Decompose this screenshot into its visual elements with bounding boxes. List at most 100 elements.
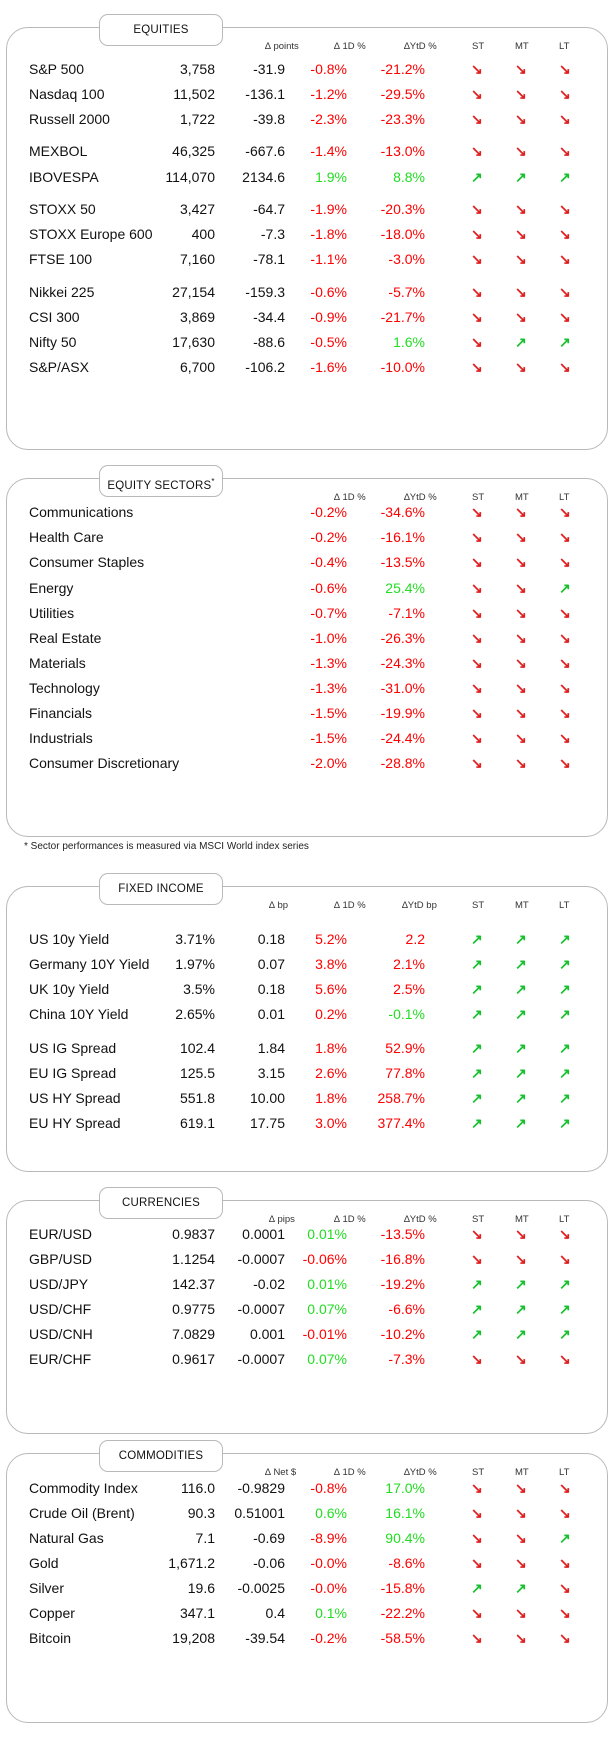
table-row: Communications -0.2% -34.6% ↘ ↘ ↘ — [7, 499, 607, 525]
row-ytd-change: -10.2% — [380, 1326, 425, 1342]
row-level: 2.65% — [175, 1006, 215, 1022]
table-row: Crude Oil (Brent) 90.3 0.51001 0.6% 16.1% ↘ ↘ ↘ — [7, 1500, 607, 1526]
arrow-down-right-icon: ↘ — [515, 251, 527, 267]
arrow-down-right-icon: ↘ — [471, 630, 483, 646]
row-change: 10.00 — [249, 1090, 285, 1106]
row-1d-change: 5.6% — [315, 981, 347, 997]
col-header-1d: ∆ 1D % — [334, 1214, 366, 1225]
arrow-down-right-icon: ↘ — [559, 705, 571, 721]
row-ytd-change: 2.5% — [393, 981, 425, 997]
row-1d-change: 0.07% — [307, 1351, 347, 1367]
row-ytd-change: 1.6% — [393, 334, 425, 350]
arrow-down-right-icon: ↘ — [471, 251, 483, 267]
arrow-up-right-icon: ↗ — [515, 169, 527, 185]
arrow-up-right-icon: ↗ — [559, 1115, 571, 1131]
arrow-up-right-icon: ↗ — [471, 169, 483, 185]
panel-title: EQUITIES — [99, 14, 223, 46]
arrow-up-right-icon: ↗ — [471, 1065, 483, 1081]
row-1d-change: -0.9% — [310, 309, 347, 325]
row-name: Germany 10Y Yield — [29, 956, 150, 972]
arrow-down-right-icon: ↘ — [515, 730, 527, 746]
row-1d-change: -1.4% — [310, 143, 347, 159]
row-1d-change: -8.9% — [310, 1530, 347, 1546]
table-row: US 10y Yield 3.71% 0.18 5.2% 2.2 ↗ ↗ ↗ — [7, 926, 607, 952]
row-change: -7.3 — [260, 226, 285, 242]
arrow-up-right-icon: ↗ — [515, 1090, 527, 1106]
row-ytd-change: -8.6% — [388, 1555, 425, 1571]
row-name: China 10Y Yield — [29, 1006, 129, 1022]
row-ytd-change: -16.8% — [380, 1251, 425, 1267]
row-ytd-change: 52.9% — [385, 1040, 425, 1056]
arrow-down-right-icon: ↘ — [515, 226, 527, 242]
row-level: 1.97% — [175, 956, 215, 972]
arrow-up-right-icon: ↗ — [515, 1276, 527, 1292]
table-row: Gold 1,671.2 -0.06 -0.0% -8.6% ↘ ↘ ↘ — [7, 1550, 607, 1576]
arrow-down-right-icon: ↘ — [559, 630, 571, 646]
table-row: Nifty 50 17,630 -88.6 -0.5% 1.6% ↘ ↗ ↗ — [7, 329, 607, 355]
arrow-down-right-icon: ↘ — [471, 284, 483, 300]
arrow-down-right-icon: ↘ — [559, 1555, 571, 1571]
row-change: -136.1 — [245, 86, 285, 102]
row-level: 7.1 — [195, 1530, 215, 1546]
arrow-down-right-icon: ↘ — [559, 1605, 571, 1621]
arrow-up-right-icon: ↗ — [559, 1301, 571, 1317]
arrow-up-right-icon: ↗ — [515, 1040, 527, 1056]
table-row: Technology -1.3% -31.0% ↘ ↘ ↘ — [7, 675, 607, 701]
table-row: MEXBOL 46,325 -667.6 -1.4% -13.0% ↘ ↘ ↘ — [7, 138, 607, 164]
row-1d-change: -1.5% — [310, 705, 347, 721]
arrow-down-right-icon: ↘ — [515, 284, 527, 300]
arrow-down-right-icon: ↘ — [515, 755, 527, 771]
row-level: 1,722 — [179, 111, 215, 127]
table-row: Natural Gas 7.1 -0.69 -8.9% 90.4% ↘ ↘ ↗ — [7, 1525, 607, 1551]
row-change: -0.0007 — [237, 1301, 285, 1317]
arrow-down-right-icon: ↘ — [471, 504, 483, 520]
row-name: US 10y Yield — [29, 931, 110, 947]
row-1d-change: -0.2% — [310, 504, 347, 520]
arrow-up-right-icon: ↗ — [559, 1065, 571, 1081]
row-level: 90.3 — [187, 1505, 215, 1521]
row-ytd-change: -5.7% — [388, 284, 425, 300]
fixed-income-panel: FIXED INCOME ∆ bp ∆ 1D % ∆YtD bp ST MT L… — [6, 873, 608, 1172]
row-1d-change: -1.5% — [310, 730, 347, 746]
row-1d-change: 5.2% — [315, 931, 347, 947]
row-name: USD/JPY — [29, 1276, 89, 1292]
arrow-up-right-icon: ↗ — [559, 956, 571, 972]
arrow-down-right-icon: ↘ — [515, 86, 527, 102]
col-header-mt: MT — [515, 1214, 529, 1225]
row-change: 1.84 — [257, 1040, 285, 1056]
row-change: -88.6 — [253, 334, 285, 350]
table-row: Silver 19.6 -0.0025 -0.0% -15.8% ↗ ↗ ↘ — [7, 1575, 607, 1601]
row-ytd-change: -13.5% — [380, 1226, 425, 1242]
arrow-down-right-icon: ↘ — [515, 201, 527, 217]
table-row: Consumer Staples -0.4% -13.5% ↘ ↘ ↘ — [7, 549, 607, 575]
row-ytd-change: -18.0% — [380, 226, 425, 242]
arrow-down-right-icon: ↘ — [515, 1505, 527, 1521]
table-row: Consumer Discretionary -2.0% -28.8% ↘ ↘ ↘ — [7, 750, 607, 776]
row-name: Real Estate — [29, 630, 102, 646]
row-change: -0.0025 — [237, 1580, 285, 1596]
row-level: 619.1 — [179, 1115, 215, 1131]
arrow-down-right-icon: ↘ — [471, 680, 483, 696]
arrow-down-right-icon: ↘ — [471, 655, 483, 671]
row-1d-change: -0.2% — [310, 529, 347, 545]
table-row: Copper 347.1 0.4 0.1% -22.2% ↘ ↘ ↘ — [7, 1600, 607, 1626]
row-level: 3.71% — [175, 931, 215, 947]
arrow-down-right-icon: ↘ — [515, 359, 527, 375]
row-name: Gold — [29, 1555, 59, 1571]
arrow-down-right-icon: ↘ — [471, 1630, 483, 1646]
arrow-down-right-icon: ↘ — [471, 226, 483, 242]
arrow-down-right-icon: ↘ — [559, 1630, 571, 1646]
arrow-down-right-icon: ↘ — [471, 111, 483, 127]
arrow-down-right-icon: ↘ — [515, 580, 527, 596]
row-level: 347.1 — [179, 1605, 215, 1621]
row-change: -0.69 — [253, 1530, 285, 1546]
row-1d-change: 0.2% — [315, 1006, 347, 1022]
row-1d-change: -1.9% — [310, 201, 347, 217]
table-row: Materials -1.3% -24.3% ↘ ↘ ↘ — [7, 650, 607, 676]
row-ytd-change: -24.3% — [380, 655, 425, 671]
row-level: 11,502 — [173, 86, 215, 102]
row-ytd-change: -10.0% — [380, 359, 425, 375]
row-ytd-change: -24.4% — [380, 730, 425, 746]
arrow-down-right-icon: ↘ — [559, 529, 571, 545]
arrow-down-right-icon: ↘ — [471, 529, 483, 545]
